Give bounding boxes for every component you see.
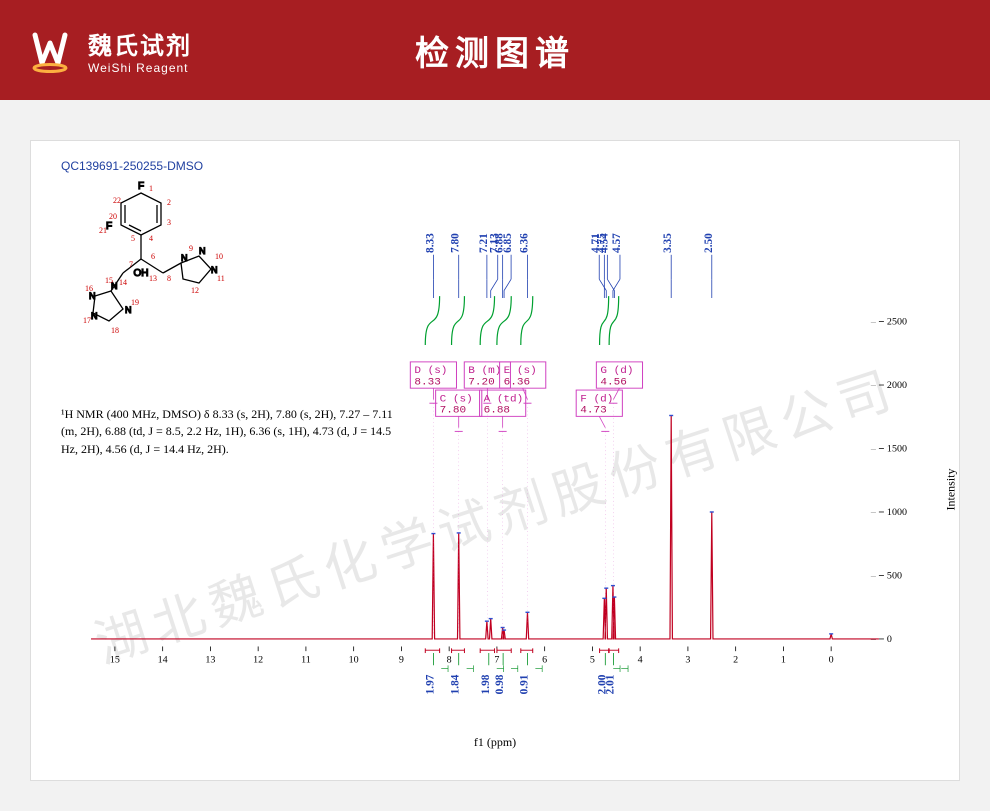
svg-text:5: 5 [590, 655, 595, 666]
svg-text:6.36: 6.36 [517, 233, 530, 253]
svg-text:7.20: 7.20 [468, 377, 494, 389]
svg-text:4: 4 [638, 655, 643, 666]
svg-text:2: 2 [733, 655, 738, 666]
svg-text:8.33: 8.33 [414, 377, 440, 389]
svg-text:–: – [870, 571, 876, 582]
x-axis-label: f1 (ppm) [474, 735, 516, 750]
svg-text:⊣: ⊣ [496, 664, 505, 675]
page-title: 检测图谱 [415, 26, 575, 75]
svg-text:4.54: 4.54 [597, 233, 610, 253]
svg-text:9: 9 [399, 655, 404, 666]
svg-text:–: – [870, 380, 876, 391]
brand-name-en: WeiShi Reagent [88, 61, 192, 75]
svg-text:6.36: 6.36 [504, 377, 530, 389]
svg-text:4.56: 4.56 [600, 377, 626, 389]
svg-text:⊣: ⊣ [620, 664, 629, 675]
svg-text:11: 11 [301, 655, 311, 666]
brand-w-icon [30, 25, 80, 75]
svg-text:8.33: 8.33 [423, 233, 436, 253]
svg-text:2000: 2000 [887, 380, 907, 391]
svg-text:0: 0 [887, 634, 892, 645]
svg-text:7.80: 7.80 [448, 233, 461, 253]
svg-text:4.57: 4.57 [610, 233, 623, 253]
svg-text:C (s): C (s) [440, 394, 473, 406]
svg-text:D (s): D (s) [414, 365, 447, 377]
brand-name-cn: 魏氏试剂 [88, 26, 192, 61]
svg-text:⊣: ⊣ [534, 664, 543, 675]
svg-text:3: 3 [685, 655, 690, 666]
sample-id: QC139691-250255-DMSO [61, 159, 203, 173]
svg-text:–: – [870, 317, 876, 328]
brand-logo-wrap: 魏氏试剂 WeiShi Reagent [30, 25, 192, 75]
svg-text:G (d): G (d) [600, 365, 633, 377]
y-axis-label: Intensity [944, 468, 959, 510]
svg-text:⊣: ⊣ [510, 664, 519, 675]
svg-text:6.85: 6.85 [501, 233, 514, 253]
svg-text:A (td): A (td) [484, 394, 524, 406]
svg-text:F (d): F (d) [580, 394, 613, 406]
svg-text:0.98: 0.98 [493, 674, 506, 694]
svg-text:E (s): E (s) [504, 365, 537, 377]
svg-text:–: – [870, 444, 876, 455]
svg-text:1.98: 1.98 [478, 674, 491, 694]
svg-text:4.73: 4.73 [580, 405, 606, 417]
header-band: 魏氏试剂 WeiShi Reagent 检测图谱 [0, 0, 990, 100]
svg-text:1.97: 1.97 [423, 674, 436, 694]
svg-text:1000: 1000 [887, 507, 907, 518]
svg-text:500: 500 [887, 571, 902, 582]
svg-text:1.84: 1.84 [448, 674, 461, 694]
svg-text:B (m): B (m) [468, 365, 501, 377]
svg-text:1: 1 [149, 184, 153, 193]
svg-text:15: 15 [110, 655, 120, 666]
svg-text:2: 2 [167, 198, 171, 207]
svg-text:12: 12 [253, 655, 263, 666]
svg-text:7.80: 7.80 [440, 405, 466, 417]
svg-text:1: 1 [781, 655, 786, 666]
svg-text:⊣: ⊣ [440, 664, 449, 675]
svg-text:2500: 2500 [887, 317, 907, 328]
svg-text:10: 10 [349, 655, 359, 666]
svg-text:2.01: 2.01 [603, 674, 616, 694]
svg-text:13: 13 [205, 655, 215, 666]
svg-text:14: 14 [158, 655, 168, 666]
svg-text:–: – [870, 507, 876, 518]
svg-text:2.50: 2.50 [701, 233, 714, 253]
svg-text:6.88: 6.88 [484, 405, 510, 417]
page-background: QC139691-250255-DMSO F F OH [0, 100, 990, 811]
nmr-spectrum-plot: 0–500–1000–1500–2000–2500–15141312111098… [81, 221, 904, 700]
svg-text:0.91: 0.91 [517, 674, 530, 694]
svg-text:22: 22 [113, 196, 121, 205]
spectrum-panel: QC139691-250255-DMSO F F OH [30, 140, 960, 781]
svg-text:F: F [138, 181, 144, 192]
svg-text:0: 0 [829, 655, 834, 666]
svg-text:20: 20 [109, 212, 117, 221]
svg-text:3.35: 3.35 [661, 233, 674, 253]
svg-text:1500: 1500 [887, 444, 907, 455]
svg-text:⊣: ⊣ [466, 664, 475, 675]
